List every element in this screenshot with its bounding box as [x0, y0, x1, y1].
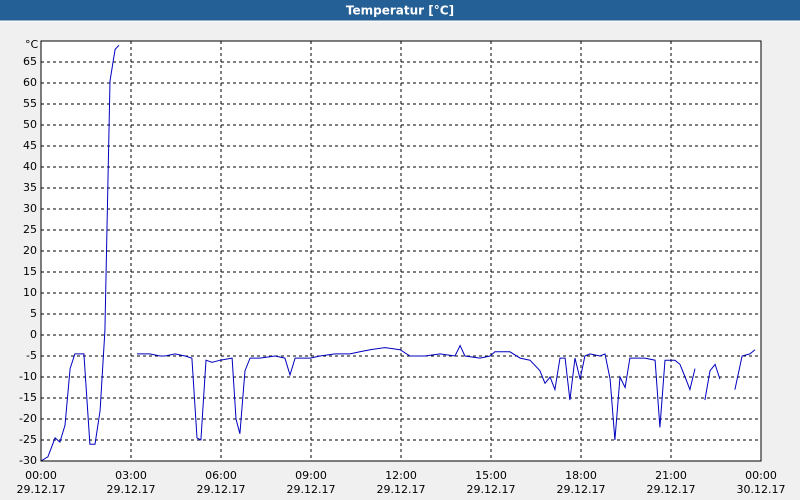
x-tick-label: 21:00 [655, 469, 687, 482]
plot-border [40, 40, 762, 462]
y-tick-label: 25 [23, 223, 37, 236]
x-tick-date: 29.12.17 [17, 483, 66, 496]
y-tick-label: -20 [19, 412, 37, 425]
x-tick-label: 06:00 [205, 469, 237, 482]
x-tick-date: 29.12.17 [647, 483, 696, 496]
x-tick-date: 29.12.17 [197, 483, 246, 496]
y-axis-label: °C [25, 38, 39, 51]
x-tick-date: 30.12.17 [737, 483, 786, 496]
x-tick-label: 15:00 [475, 469, 507, 482]
y-tick-label: 60 [23, 76, 37, 89]
x-tick-date: 29.12.17 [557, 483, 606, 496]
x-tick-label: 18:00 [565, 469, 597, 482]
x-tick-label: 00:00 [745, 469, 777, 482]
y-tick-label: -15 [19, 391, 37, 404]
y-tick-label: 10 [23, 286, 37, 299]
y-tick-label: 30 [23, 202, 37, 215]
y-tick-label: -10 [19, 370, 37, 383]
y-tick-label: -30 [19, 454, 37, 467]
y-tick-label: -5 [26, 349, 37, 362]
y-tick-label: 15 [23, 265, 37, 278]
y-tick-label: 65 [23, 55, 37, 68]
y-tick-label: 40 [23, 160, 37, 173]
temperature-line [40, 44, 756, 462]
y-tick-label: -25 [19, 433, 37, 446]
x-tick-date: 29.12.17 [467, 483, 516, 496]
y-tick-label: 45 [23, 139, 37, 152]
chart-title: Temperatur [°C] [346, 4, 454, 18]
x-tick-label: 03:00 [115, 469, 147, 482]
title-bar [0, 0, 800, 21]
y-tick-label: 35 [23, 181, 37, 194]
y-tick-label: 5 [30, 307, 37, 320]
x-tick-label: 09:00 [295, 469, 327, 482]
x-tick-date: 29.12.17 [377, 483, 426, 496]
y-tick-label: 50 [23, 118, 37, 131]
y-tick-label: 0 [30, 328, 37, 341]
y-tick-label: 20 [23, 244, 37, 257]
x-tick-date: 29.12.17 [107, 483, 156, 496]
x-tick-label: 00:00 [25, 469, 57, 482]
x-tick-date: 29.12.17 [287, 483, 336, 496]
y-tick-label: 55 [23, 97, 37, 110]
x-tick-label: 12:00 [385, 469, 417, 482]
